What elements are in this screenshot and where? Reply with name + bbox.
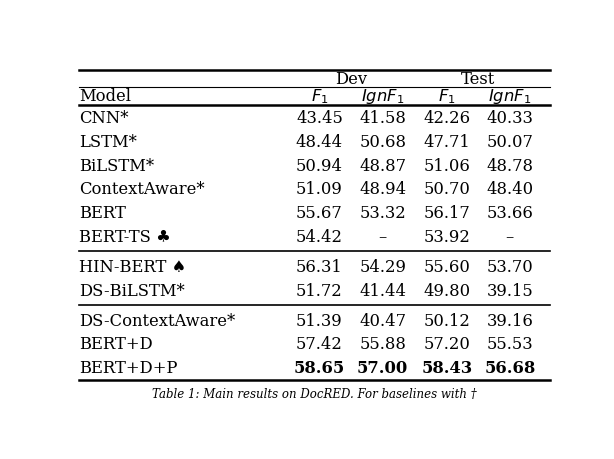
Text: HIN-BERT ♠: HIN-BERT ♠ — [79, 258, 187, 275]
Text: 48.94: 48.94 — [359, 181, 406, 198]
Text: Test: Test — [461, 71, 495, 88]
Text: 51.39: 51.39 — [296, 312, 343, 329]
Text: BiLSTM*: BiLSTM* — [79, 157, 154, 174]
Text: Dev: Dev — [335, 71, 367, 88]
Text: 56.17: 56.17 — [424, 205, 470, 222]
Text: 48.40: 48.40 — [486, 181, 534, 198]
Text: BERT+D: BERT+D — [79, 336, 153, 353]
Text: 43.45: 43.45 — [296, 110, 343, 127]
Text: 54.42: 54.42 — [296, 229, 343, 246]
Text: –: – — [379, 229, 387, 246]
Text: 48.78: 48.78 — [486, 157, 534, 174]
Text: 39.16: 39.16 — [486, 312, 533, 329]
Text: BERT-TS ♣: BERT-TS ♣ — [79, 229, 171, 246]
Text: 55.88: 55.88 — [359, 336, 406, 353]
Text: 51.06: 51.06 — [424, 157, 470, 174]
Text: 50.68: 50.68 — [359, 134, 406, 151]
Text: $IgnF_1$: $IgnF_1$ — [488, 87, 531, 106]
Text: 55.60: 55.60 — [424, 258, 470, 275]
Text: CNN*: CNN* — [79, 110, 128, 127]
Text: 58.65: 58.65 — [294, 359, 345, 376]
Text: 55.67: 55.67 — [296, 205, 343, 222]
Text: LSTM*: LSTM* — [79, 134, 137, 151]
Text: 57.20: 57.20 — [424, 336, 470, 353]
Text: 42.26: 42.26 — [424, 110, 470, 127]
Text: 48.44: 48.44 — [296, 134, 343, 151]
Text: Model: Model — [79, 88, 131, 105]
Text: 58.43: 58.43 — [421, 359, 473, 376]
Text: ContextAware*: ContextAware* — [79, 181, 204, 198]
Text: 56.68: 56.68 — [484, 359, 535, 376]
Text: DS-BiLSTM*: DS-BiLSTM* — [79, 282, 185, 299]
Text: 41.58: 41.58 — [359, 110, 406, 127]
Text: 50.07: 50.07 — [486, 134, 533, 151]
Text: 50.94: 50.94 — [296, 157, 343, 174]
Text: BERT+D+P: BERT+D+P — [79, 359, 177, 376]
Text: 53.32: 53.32 — [359, 205, 406, 222]
Text: 39.15: 39.15 — [486, 282, 533, 299]
Text: 47.71: 47.71 — [424, 134, 470, 151]
Text: Table 1: Main results on DocRED. For baselines with †: Table 1: Main results on DocRED. For bas… — [152, 387, 477, 400]
Text: 56.31: 56.31 — [296, 258, 343, 275]
Text: 51.09: 51.09 — [296, 181, 343, 198]
Text: 53.70: 53.70 — [486, 258, 533, 275]
Text: 40.33: 40.33 — [486, 110, 533, 127]
Text: 53.66: 53.66 — [486, 205, 533, 222]
Text: $F_1$: $F_1$ — [311, 88, 328, 106]
Text: BERT: BERT — [79, 205, 126, 222]
Text: 54.29: 54.29 — [359, 258, 406, 275]
Text: 41.44: 41.44 — [359, 282, 406, 299]
Text: 50.12: 50.12 — [424, 312, 470, 329]
Text: 51.72: 51.72 — [296, 282, 343, 299]
Text: 48.87: 48.87 — [359, 157, 406, 174]
Text: 40.47: 40.47 — [359, 312, 406, 329]
Text: $F_1$: $F_1$ — [438, 88, 456, 106]
Text: –: – — [506, 229, 514, 246]
Text: $IgnF_1$: $IgnF_1$ — [361, 87, 405, 106]
Text: 50.70: 50.70 — [424, 181, 470, 198]
Text: 57.42: 57.42 — [296, 336, 343, 353]
Text: 49.80: 49.80 — [424, 282, 470, 299]
Text: 53.92: 53.92 — [424, 229, 470, 246]
Text: 55.53: 55.53 — [486, 336, 533, 353]
Text: 57.00: 57.00 — [357, 359, 408, 376]
Text: DS-ContextAware*: DS-ContextAware* — [79, 312, 235, 329]
